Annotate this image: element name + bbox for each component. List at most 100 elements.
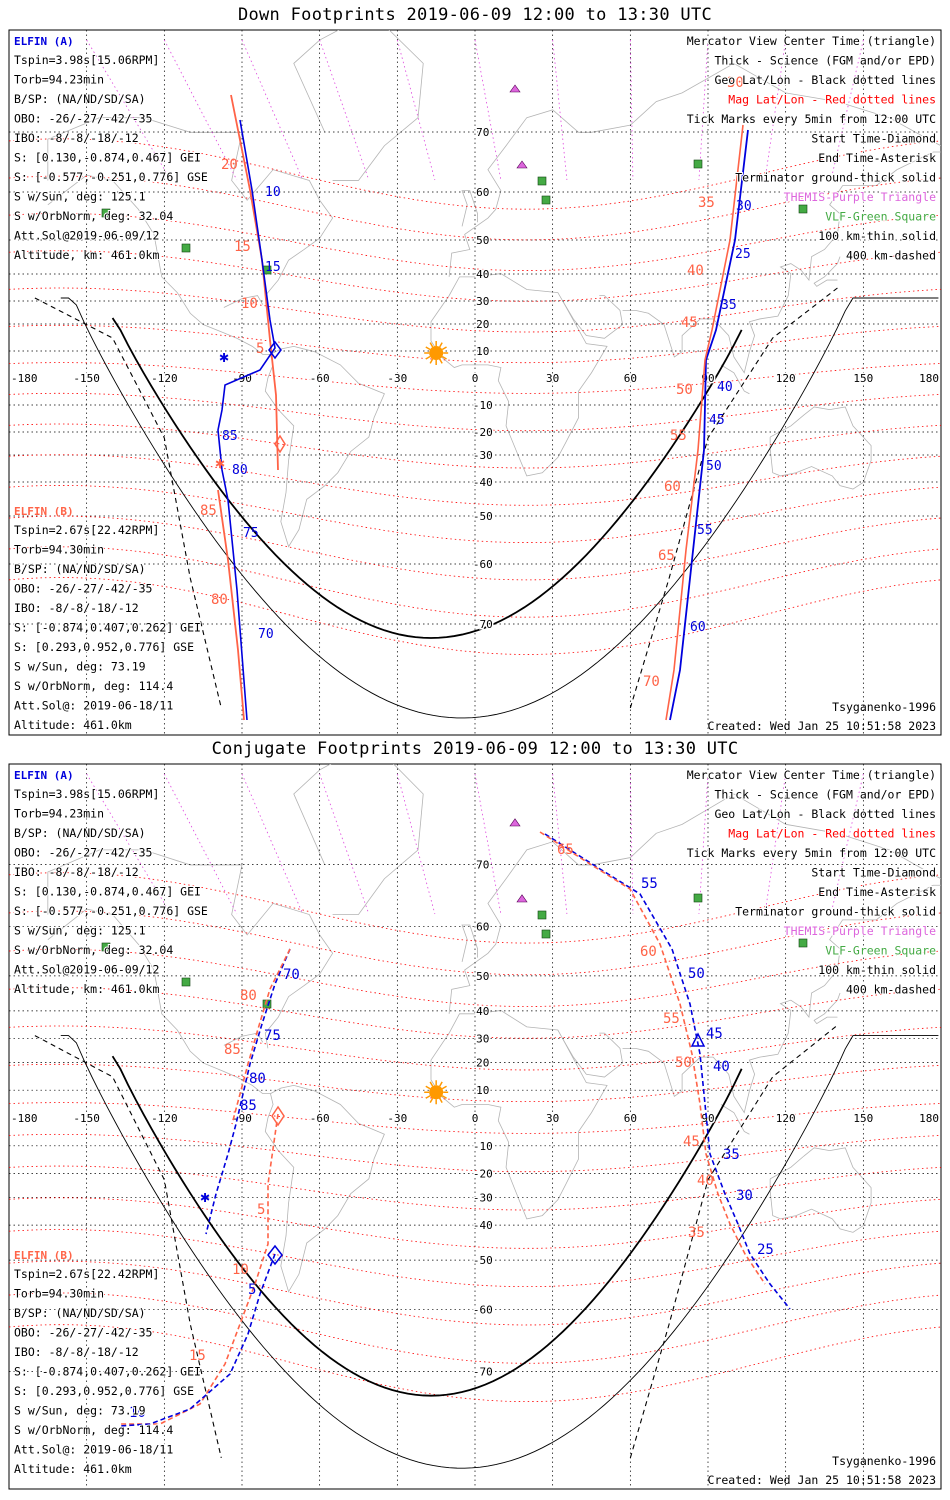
terminator-400km	[629, 1024, 838, 1459]
elfin-b-tick-label: 60	[664, 479, 681, 495]
elfin-b-tick-label: 30	[727, 75, 744, 91]
mag-latitude-line	[9, 1197, 941, 1249]
mag-meridian-line	[474, 39, 502, 181]
mag-meridian-line	[163, 773, 238, 915]
mag-latitude-line	[9, 362, 941, 394]
coastline	[813, 992, 841, 1025]
coastline	[769, 406, 872, 490]
elfin-a-tick-label: 85	[222, 429, 238, 444]
mag-latitude-line	[9, 250, 941, 302]
elfin-b-info-line: S w/Sun, deg: 73.19	[14, 660, 146, 674]
elfin-b-tick-label: 10	[241, 296, 258, 312]
elfin-a-track-south	[119, 1253, 276, 1427]
lat-tick-label: 50	[476, 970, 489, 983]
elfin-a-tick-label: 10	[129, 1405, 146, 1421]
elfin-a-info-line: OBO: -26/-27/-42/-35	[14, 112, 152, 126]
elfin-a-tick-label: 5	[248, 1282, 256, 1298]
lat-tick-label: 30	[476, 295, 489, 308]
elfin-a-title: ELFIN (A)	[14, 35, 74, 48]
coastline	[720, 364, 750, 395]
vlf-square-icon	[181, 243, 191, 253]
lat-tick-label: -20	[473, 426, 493, 439]
mag-meridian-line	[629, 39, 634, 181]
elfin-b-tick-label: 85	[200, 503, 217, 519]
mag-meridian-line	[764, 773, 787, 915]
coastline	[430, 273, 608, 477]
elfin-a-info-line: Tspin=3.98s[15.06RPM]	[14, 53, 159, 67]
terminator-400km	[629, 287, 838, 709]
elfin-b-info-line: S: [0.293,0.952,0.776] GSE	[14, 640, 194, 654]
lon-tick-label: -120	[151, 372, 178, 385]
elfin-b-info-line: S w/OrbNorm, deg: 114.4	[14, 1423, 173, 1437]
legend-item: Tick Marks every 5min from 12:00 UTC	[687, 112, 936, 126]
legend-item: Thick - Science (FGM and/or EPD)	[714, 54, 936, 68]
vlf-square-icon	[101, 208, 111, 218]
lon-tick-label: 60	[624, 372, 637, 385]
legend-item: 400 km-dashed	[846, 983, 936, 997]
mag-latitude-line	[9, 987, 941, 1039]
view-center-triangle-icon	[690, 1032, 706, 1047]
elfin-a-info-line: S w/OrbNorm, deg: 32.04	[14, 209, 173, 223]
mag-latitude-line	[9, 454, 941, 506]
elfin-a-tick-label: 25	[735, 247, 751, 262]
elfin-b-tick-label: 15	[234, 239, 251, 255]
terminator-100km	[60, 1035, 939, 1469]
lat-tick-label: -60	[473, 1304, 493, 1317]
terminator-100km	[60, 297, 939, 719]
elfin-b-tick-label: 5	[257, 1202, 265, 1218]
mag-latitude-line	[9, 392, 941, 432]
lon-tick-label: 0	[472, 1112, 479, 1125]
legend-item: Start Time-Diamond	[811, 866, 936, 880]
lat-tick-label: 10	[476, 1084, 489, 1097]
start-diamond-icon	[274, 434, 286, 454]
sun-ray	[441, 355, 447, 360]
elfin-b-tick-label: 50	[676, 382, 693, 398]
mag-meridian-line	[830, 39, 864, 181]
mag-latitude-line	[9, 1133, 941, 1173]
mag-latitude-line	[9, 287, 941, 333]
mag-meridian-line	[552, 39, 568, 181]
lon-tick-label: 30	[546, 1112, 559, 1125]
elfin-a-info-line: S w/Sun, deg: 125.1	[14, 190, 146, 204]
elfin-a-info-line: Att.Sol@2019-06-09/12	[14, 963, 159, 977]
elfin-b-tick-label: 5	[256, 341, 264, 357]
elfin-a-tick-label: 70	[258, 627, 274, 642]
lat-tick-label: -70	[473, 618, 493, 631]
themis-triangle-icon	[509, 84, 521, 93]
lon-tick-label: -120	[151, 1112, 178, 1125]
elfin-a-info-line: S w/OrbNorm, deg: 32.04	[14, 943, 173, 957]
sun-ray	[439, 1097, 443, 1104]
coastline	[448, 62, 941, 277]
mag-latitude-line	[9, 423, 941, 469]
vlf-square-icon	[537, 176, 547, 186]
coastline	[223, 1032, 264, 1046]
sun-ray	[441, 1085, 447, 1090]
coastline	[461, 190, 478, 227]
elfin-b-tick-label: 50	[675, 1055, 692, 1071]
sun-ray	[429, 1081, 434, 1087]
elfin-b-tick-label: 65	[557, 842, 574, 858]
elfin-b-info: ELFIN (B) Tspin=2.67s[22.42RPM] Torb=94.30…	[13, 505, 202, 733]
elfin-a-track-east	[669, 129, 749, 721]
mag-meridian-line	[396, 39, 436, 181]
lat-tick-label: 20	[476, 318, 489, 331]
elfin-a-tick-label: 40	[713, 1059, 730, 1075]
lat-tick-label: -50	[473, 1254, 493, 1267]
coastline	[47, 849, 334, 1049]
lat-tick-label: -10	[473, 399, 493, 412]
end-asterisk-icon: ✱	[215, 453, 225, 472]
lon-tick-label: 120	[776, 1112, 796, 1125]
coastline	[293, 30, 424, 181]
mag-meridian-line	[764, 39, 787, 181]
vlf-square-icon	[181, 977, 191, 987]
elfin-b-tick-label: 85	[224, 1042, 241, 1058]
elfin-b-info-line: S: [-0.874,0.407,0.262] GEI	[14, 1365, 201, 1379]
elfin-b-info-line: S: [-0.874,0.407,0.262] GEI	[14, 621, 201, 635]
terminator-ground	[111, 1055, 743, 1397]
created-label: Created: Wed Jan 25 10:51:58 2023	[708, 1473, 937, 1487]
start-diamond-icon	[271, 1105, 285, 1127]
elfin-a-info-line: B/SP: (NA/ND/SD/SA)	[14, 826, 146, 840]
model-label: Tsyganenko-1996	[832, 700, 936, 714]
lon-tick-label: -60	[310, 1112, 330, 1125]
elfin-b-tick-label: 10	[232, 1262, 249, 1278]
